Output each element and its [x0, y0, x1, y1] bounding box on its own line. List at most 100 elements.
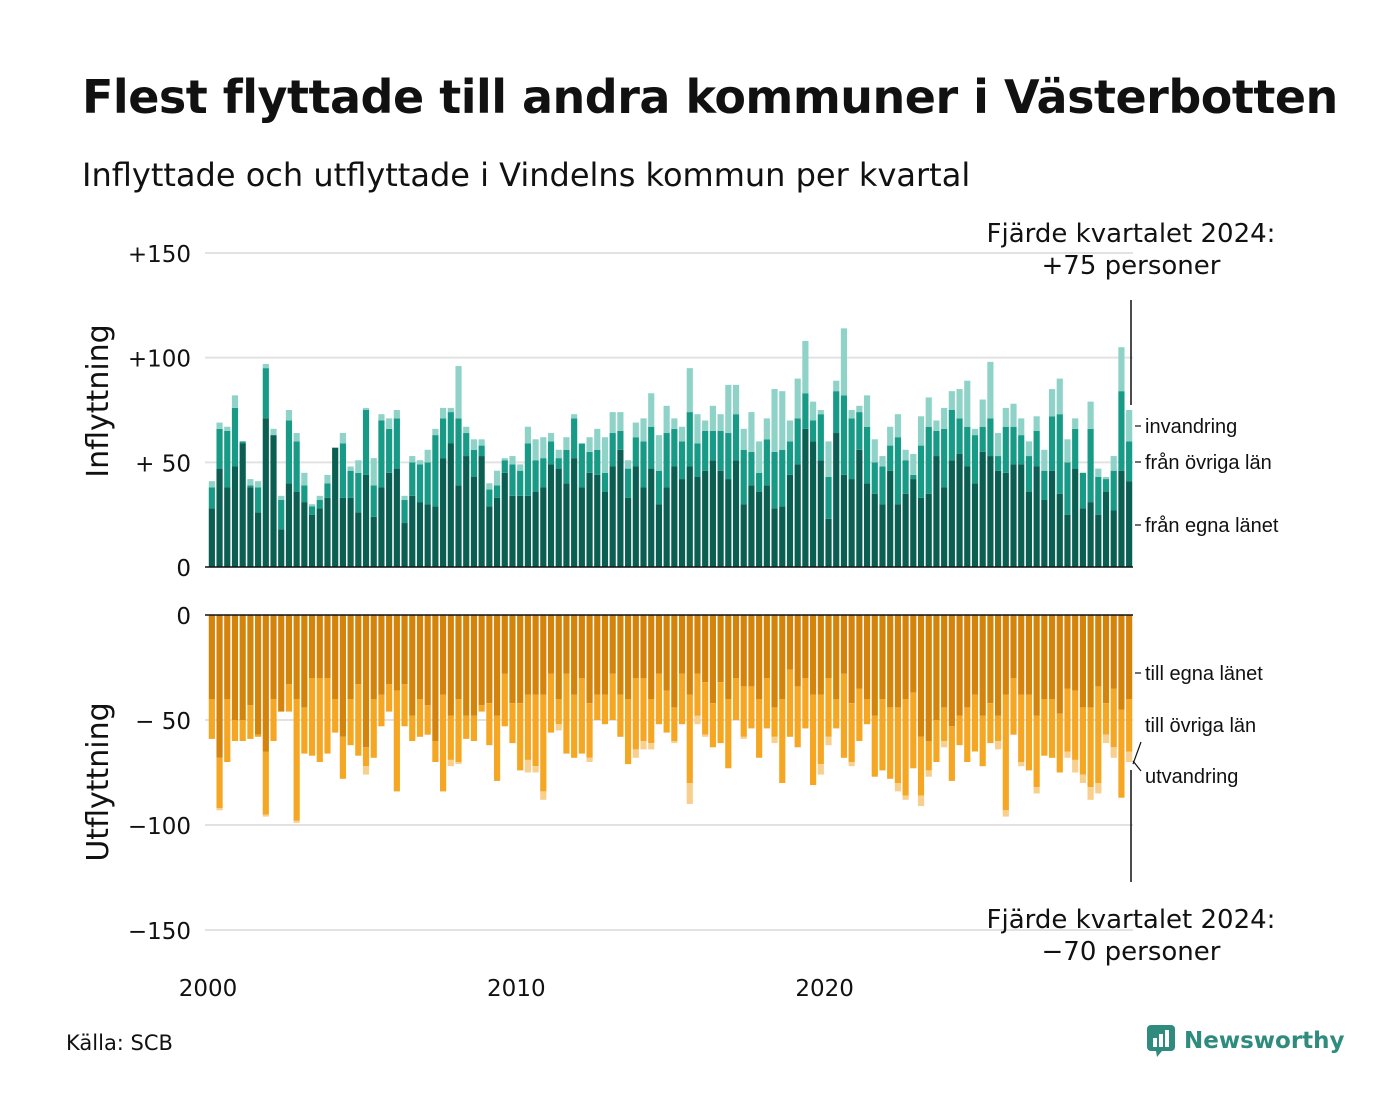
bar-out-2 — [293, 820, 300, 823]
bar-in-1 — [648, 426, 655, 469]
axes — [205, 300, 1142, 882]
bar-in-1 — [686, 412, 693, 467]
bar-out-1 — [463, 715, 470, 739]
bar-in-2 — [224, 426, 231, 431]
bar-out-1 — [1064, 688, 1071, 752]
bar-in-2 — [362, 407, 370, 410]
bar-out-1 — [540, 694, 547, 792]
bar-out-0 — [771, 615, 778, 708]
bar-in-0 — [332, 447, 339, 567]
bar-out-1 — [740, 686, 747, 737]
bar-in-0 — [378, 487, 385, 567]
bar-in-1 — [609, 433, 616, 467]
bar-out-0 — [501, 615, 508, 674]
bar-out-1 — [786, 669, 794, 737]
bar-in-0 — [840, 474, 848, 567]
bar-in-2 — [917, 416, 925, 446]
bar-in-1 — [640, 441, 647, 488]
bar-in-1 — [370, 485, 377, 517]
bar-in-1 — [1079, 472, 1086, 509]
bar-out-0 — [617, 615, 624, 695]
bar-in-0 — [863, 483, 871, 567]
bar-out-0 — [686, 615, 693, 695]
bar-out-1 — [717, 682, 724, 744]
bar-in-1 — [732, 414, 740, 461]
bar-out-0 — [293, 615, 300, 699]
bar-out-0 — [547, 615, 555, 674]
bar-in-0 — [632, 466, 639, 567]
y-tick-label-top: 0 — [176, 556, 191, 582]
bar-in-0 — [825, 518, 832, 567]
bar-out-0 — [894, 615, 901, 708]
bar-in-0 — [833, 433, 840, 567]
bar-out-1 — [555, 699, 562, 725]
bar-in-0 — [301, 502, 308, 567]
bar-in-1 — [1095, 476, 1102, 515]
bar-out-1 — [1095, 686, 1102, 783]
bar-out-1 — [409, 715, 416, 741]
bar-in-1 — [355, 472, 362, 513]
bar-in-1 — [409, 462, 416, 496]
bar-in-2 — [848, 410, 855, 419]
y-axis-label-top: Inflyttning — [81, 324, 116, 477]
bar-out-0 — [840, 615, 848, 674]
bar-in-1 — [517, 470, 524, 496]
bar-in-0 — [1010, 464, 1017, 567]
bar-out-0 — [902, 615, 909, 699]
bar-in-2 — [308, 504, 316, 507]
bar-in-1 — [794, 418, 801, 465]
bar-out-2 — [771, 736, 778, 744]
bar-in-0 — [1025, 491, 1033, 567]
bar-out-1 — [347, 699, 354, 746]
bar-in-0 — [524, 495, 531, 567]
bar-in-2 — [910, 453, 917, 475]
bar-in-0 — [771, 508, 778, 567]
bar-out-2 — [532, 766, 539, 773]
bar-in-1 — [948, 410, 955, 461]
bar-in-2 — [1033, 416, 1040, 431]
bar-out-0 — [625, 615, 632, 699]
bar-in-0 — [756, 491, 763, 567]
bar-out-1 — [601, 694, 609, 725]
series-leader — [1132, 741, 1142, 765]
bar-in-2 — [617, 412, 624, 431]
bar-in-1 — [524, 443, 531, 496]
bar-in-2 — [887, 426, 894, 446]
bar-out-1 — [563, 673, 570, 754]
bar-in-1 — [470, 449, 478, 477]
bar-out-1 — [871, 715, 878, 777]
bar-in-2 — [501, 458, 508, 461]
bar-in-1 — [1018, 435, 1025, 465]
bar-in-1 — [540, 458, 547, 488]
bar-in-2 — [763, 418, 770, 440]
bar-out-0 — [231, 615, 239, 720]
bar-out-1 — [902, 699, 909, 796]
bar-out-0 — [401, 615, 408, 685]
bar-out-1 — [848, 703, 855, 762]
bar-in-1 — [278, 500, 285, 530]
bar-in-1 — [941, 428, 948, 488]
bar-in-2 — [702, 420, 709, 431]
bar-out-1 — [956, 715, 963, 746]
bar-in-1 — [910, 474, 917, 480]
bar-out-1 — [239, 720, 246, 741]
bar-out-0 — [740, 615, 747, 687]
annotation-top-line2: +75 personer — [1042, 251, 1221, 281]
bar-in-2 — [424, 449, 431, 463]
bar-in-2 — [779, 391, 786, 450]
bar-in-0 — [486, 506, 493, 567]
bar-out-1 — [863, 699, 871, 725]
bar-in-2 — [1018, 418, 1025, 436]
y-axis-label-bottom: Utflyttning — [81, 702, 116, 861]
bar-in-0 — [663, 487, 670, 567]
bar-out-0 — [848, 615, 855, 704]
bar-in-0 — [1110, 510, 1117, 567]
bar-out-1 — [571, 694, 578, 758]
bar-out-1 — [1002, 694, 1009, 811]
bar-out-2 — [848, 762, 855, 767]
bar-out-1 — [917, 736, 925, 796]
bar-in-1 — [1087, 428, 1094, 503]
bar-in-2 — [1048, 389, 1056, 417]
bar-out-0 — [1110, 615, 1117, 689]
